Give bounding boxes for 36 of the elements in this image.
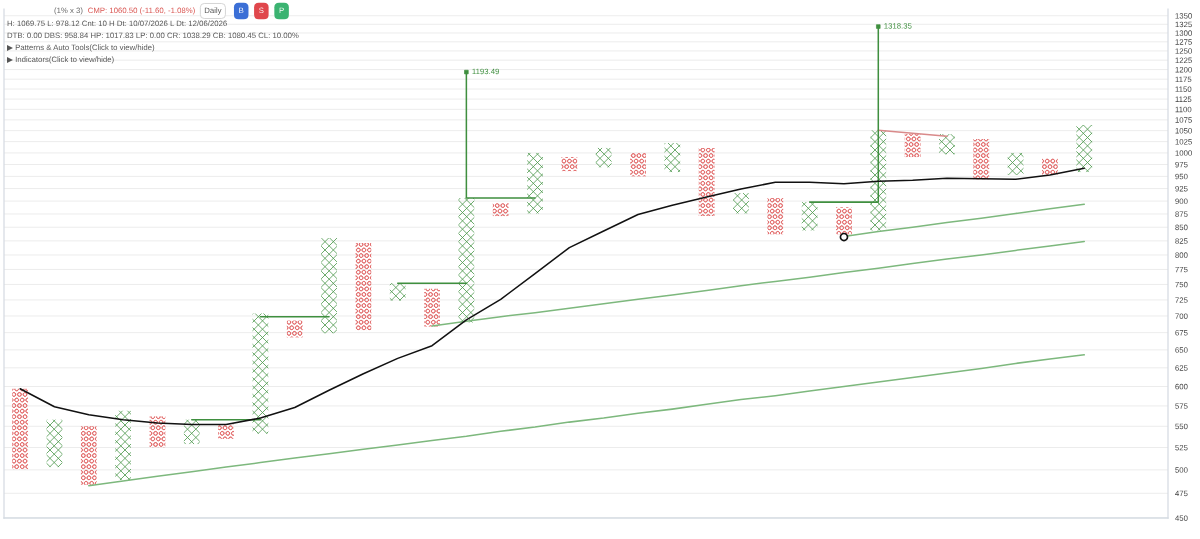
bar xyxy=(733,193,749,214)
bar xyxy=(801,202,818,231)
bar xyxy=(698,147,715,217)
bar xyxy=(355,243,372,331)
bar xyxy=(767,198,784,235)
bar xyxy=(1007,152,1024,175)
bar xyxy=(870,130,887,231)
bar xyxy=(904,134,921,158)
line-series xyxy=(431,240,1086,327)
bar xyxy=(218,424,234,439)
bar xyxy=(80,426,97,485)
bar xyxy=(149,416,166,448)
line-series xyxy=(19,167,1086,426)
point xyxy=(839,232,849,242)
bar xyxy=(527,152,543,214)
bar xyxy=(1042,157,1058,175)
line-series xyxy=(88,354,1086,487)
bar xyxy=(183,419,200,445)
bar xyxy=(561,157,578,172)
bar xyxy=(458,198,475,323)
bar xyxy=(836,207,852,235)
bar xyxy=(389,283,406,301)
bar xyxy=(664,142,681,173)
bar xyxy=(12,388,29,470)
bar xyxy=(492,203,509,217)
bar xyxy=(46,419,63,468)
bar xyxy=(973,138,990,180)
bar xyxy=(321,238,337,334)
bar xyxy=(286,320,303,338)
bar xyxy=(1076,125,1093,173)
bar xyxy=(595,147,612,168)
bar xyxy=(630,152,646,177)
bar xyxy=(939,134,955,155)
bar xyxy=(424,288,440,327)
bar xyxy=(252,313,269,434)
bar xyxy=(115,410,132,480)
